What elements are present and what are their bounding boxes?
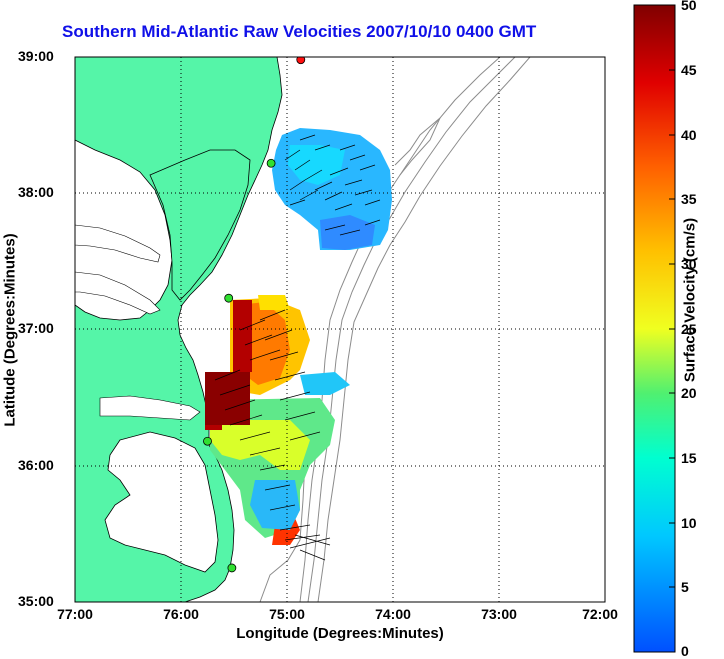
colorbar — [633, 4, 676, 653]
colorbar-title: Surface Velocity (cm/s) — [681, 217, 699, 383]
york-james-river — [75, 271, 161, 315]
x-tick-label: 73:00 — [481, 606, 517, 622]
velocity-arrows-south — [214, 309, 331, 561]
station-marker — [296, 57, 306, 65]
colorbar-tick-label: 20 — [681, 385, 697, 401]
grid-lines — [75, 57, 605, 602]
colorbar-tick-label: 45 — [681, 62, 697, 78]
south-velocity-field — [205, 295, 350, 545]
colorbar-tick-label: 50 — [681, 0, 697, 13]
colorbar-tick-label: 25 — [681, 321, 697, 337]
station-marker — [266, 158, 276, 168]
station-marker — [227, 563, 237, 573]
bathymetry-contours — [259, 57, 531, 602]
colorbar-tick-label: 5 — [681, 579, 689, 595]
station-markers — [203, 57, 306, 573]
map-title: Southern Mid-Atlantic Raw Velocities 200… — [62, 22, 537, 41]
plot-frame — [74, 56, 606, 603]
pamlico-sound — [104, 431, 219, 573]
y-axis-title: Latitude (Degrees:Minutes) — [1, 233, 19, 427]
x-tick-label: 75:00 — [269, 606, 305, 622]
x-tick-label: 74:00 — [375, 606, 411, 622]
colorbar-ticks — [669, 4, 675, 588]
colorbar-tick-label: 30 — [681, 256, 697, 272]
colorbar-tick-label: 10 — [681, 515, 697, 531]
colorbar-tick-label: 0 — [681, 643, 689, 659]
x-tick-label: 77:00 — [57, 606, 93, 622]
station-marker — [224, 293, 234, 303]
y-tick-label: 37:00 — [18, 320, 54, 336]
albemarle-sound — [99, 395, 201, 421]
y-tick-label: 39:00 — [18, 48, 54, 64]
x-axis-title: Longitude (Degrees:Minutes) — [236, 625, 444, 642]
potomac-river — [75, 224, 161, 263]
station-marker — [203, 436, 212, 446]
y-tick-label: 36:00 — [18, 457, 54, 473]
colorbar-tick-label: 15 — [681, 450, 697, 466]
delmarva-peninsula — [149, 149, 251, 301]
velocity-arrows-north — [284, 134, 381, 236]
x-tick-label: 72:00 — [582, 606, 618, 622]
colorbar-tick-label: 40 — [681, 127, 697, 143]
x-tick-label: 76:00 — [163, 606, 199, 622]
y-tick-label: 38:00 — [18, 184, 54, 200]
colorbar-tick-label: 35 — [681, 191, 697, 207]
y-tick-label: 35:00 — [18, 593, 54, 609]
